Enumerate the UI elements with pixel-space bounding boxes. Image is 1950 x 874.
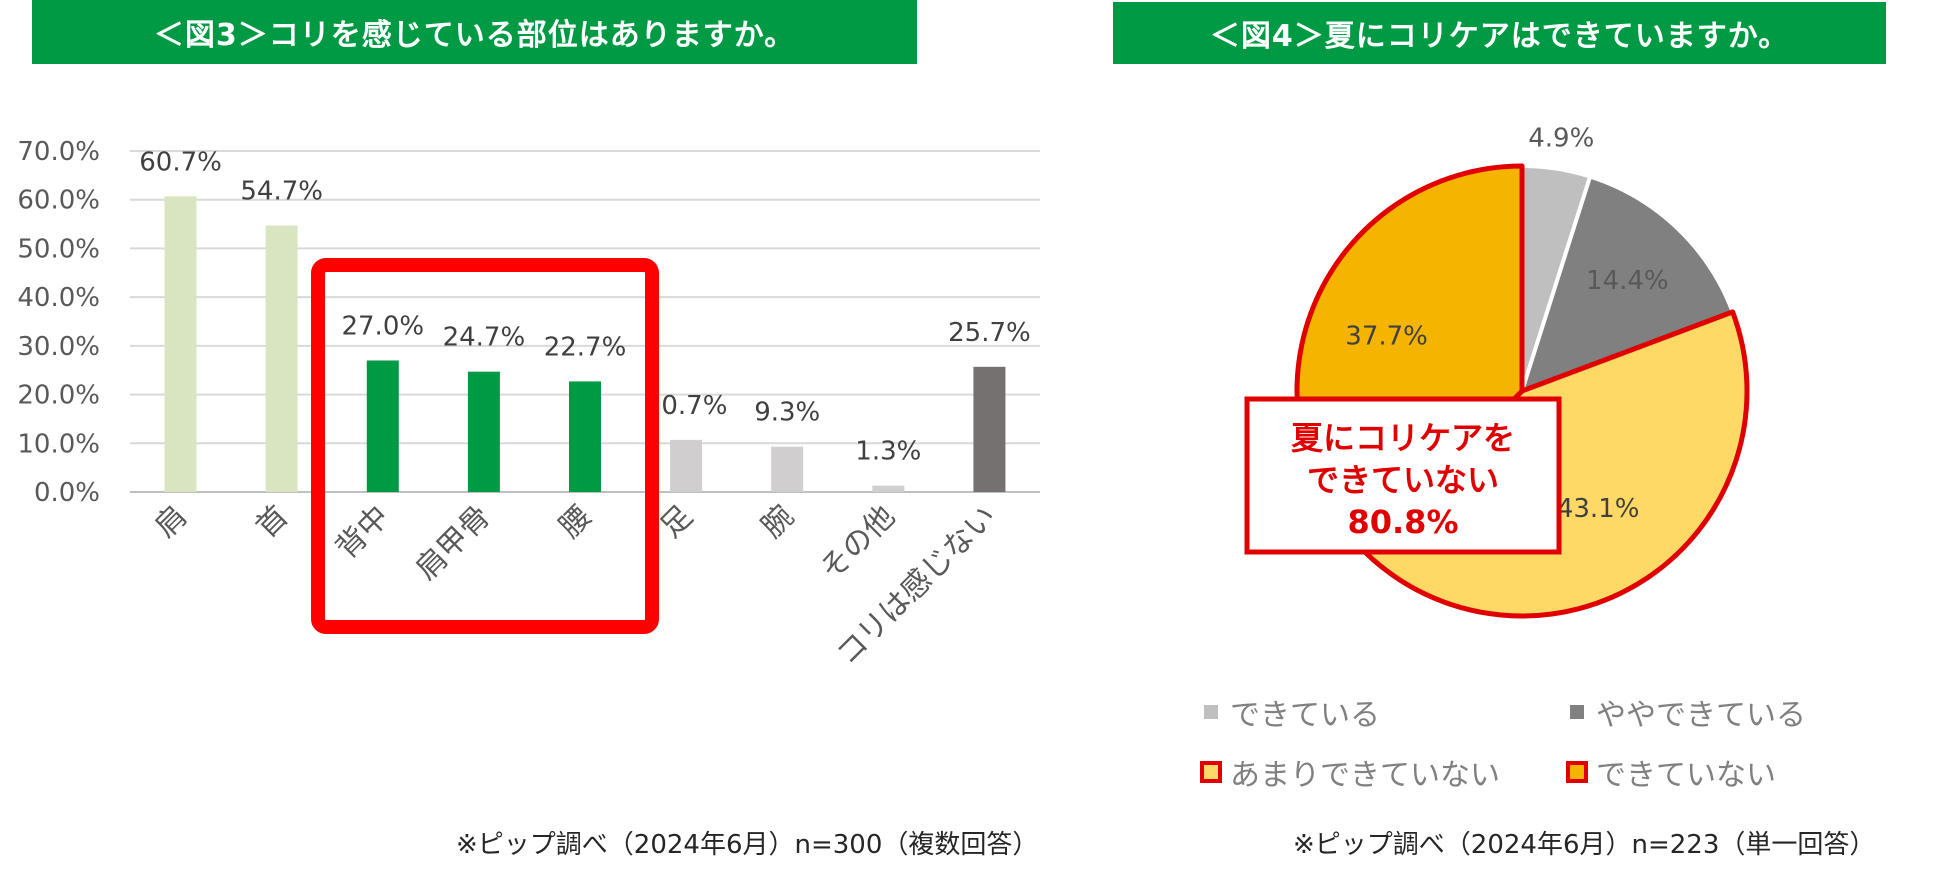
figure4-source-note: ※ピップ調べ（2024年6月）n=223（単一回答） bbox=[1293, 830, 1876, 860]
y-tick-label: 10.0% bbox=[17, 429, 100, 459]
callout-text: 80.8% bbox=[1347, 503, 1458, 541]
data-label: 9.3% bbox=[754, 398, 820, 428]
legend-item: できている bbox=[1200, 690, 1380, 734]
x-category-label: 腕 bbox=[755, 499, 801, 545]
bar bbox=[973, 366, 1006, 492]
legend-swatch bbox=[1570, 705, 1584, 719]
x-category-label: 肩 bbox=[148, 499, 194, 545]
data-label: 24.7% bbox=[443, 323, 526, 353]
legend-label: ややできている bbox=[1596, 698, 1806, 733]
bar bbox=[265, 225, 298, 493]
x-category-label: 背中 bbox=[329, 499, 396, 566]
x-category-label: 首 bbox=[249, 499, 295, 545]
y-tick-label: 70.0% bbox=[17, 137, 100, 167]
legend-swatch bbox=[1204, 705, 1218, 719]
bar bbox=[164, 196, 197, 492]
data-label: 25.7% bbox=[948, 318, 1031, 348]
figure3-source-note: ※ピップ調べ（2024年6月）n=300（複数回答） bbox=[456, 830, 1039, 860]
pie-data-label: 4.9% bbox=[1528, 124, 1594, 154]
x-category-label: 足 bbox=[654, 499, 700, 545]
pie-data-label: 37.7% bbox=[1345, 322, 1428, 352]
callout-box bbox=[1244, 396, 1562, 555]
data-label: 60.7% bbox=[139, 147, 222, 177]
legend-swatch bbox=[1200, 761, 1222, 783]
bar bbox=[366, 360, 399, 492]
y-tick-label: 60.0% bbox=[17, 186, 100, 216]
legend-item: ややできている bbox=[1566, 690, 1806, 734]
bar bbox=[670, 439, 703, 492]
bar bbox=[467, 371, 500, 492]
y-tick-label: 40.0% bbox=[17, 283, 100, 313]
bar bbox=[872, 485, 905, 492]
y-tick-label: 0.0% bbox=[34, 478, 100, 508]
pie-slice bbox=[1520, 174, 1735, 393]
legend-label: あまりできていない bbox=[1230, 758, 1500, 793]
callout-text: できていない bbox=[1307, 461, 1499, 499]
legend-item: できていない bbox=[1566, 750, 1776, 794]
data-label: 22.7% bbox=[544, 332, 627, 362]
bar-chart: 0.0% 10.0% 20.0% 30.0% 40.0% 50.0% 60.0% 70.0% 6… bbox=[17, 137, 1040, 672]
data-label: 1.3% bbox=[855, 437, 921, 467]
y-tick-label: 50.0% bbox=[17, 234, 100, 264]
figure4-title-banner: ＜図4＞夏にコリケアはできていますか。 bbox=[1113, 2, 1886, 64]
legend-item: あまりできていない bbox=[1200, 750, 1500, 794]
data-label: 27.0% bbox=[341, 311, 424, 341]
pie-data-label: 43.1% bbox=[1557, 494, 1640, 524]
figure3-title: ＜図3＞コリを感じている部位はありますか。 bbox=[153, 18, 796, 53]
legend-label: できている bbox=[1230, 698, 1380, 733]
callout-text: 夏にコリケアを bbox=[1291, 419, 1515, 457]
x-category-label: その他 bbox=[814, 499, 902, 587]
y-tick-label: 30.0% bbox=[17, 332, 100, 362]
pie-data-label: 14.4% bbox=[1586, 266, 1669, 296]
data-label: 54.7% bbox=[240, 177, 323, 207]
figure4-title: ＜図4＞夏にコリケアはできていますか。 bbox=[1209, 19, 1790, 54]
x-category-label: 腰 bbox=[553, 499, 599, 545]
bar bbox=[771, 446, 804, 492]
figure3-title-banner: ＜図3＞コリを感じている部位はありますか。 bbox=[32, 0, 917, 64]
legend-swatch bbox=[1566, 761, 1588, 783]
bar bbox=[569, 381, 601, 492]
highlight-frame bbox=[311, 258, 659, 634]
y-tick-label: 20.0% bbox=[17, 381, 100, 411]
x-category-label: 肩甲骨 bbox=[409, 499, 497, 587]
legend-label: できていない bbox=[1596, 758, 1776, 793]
